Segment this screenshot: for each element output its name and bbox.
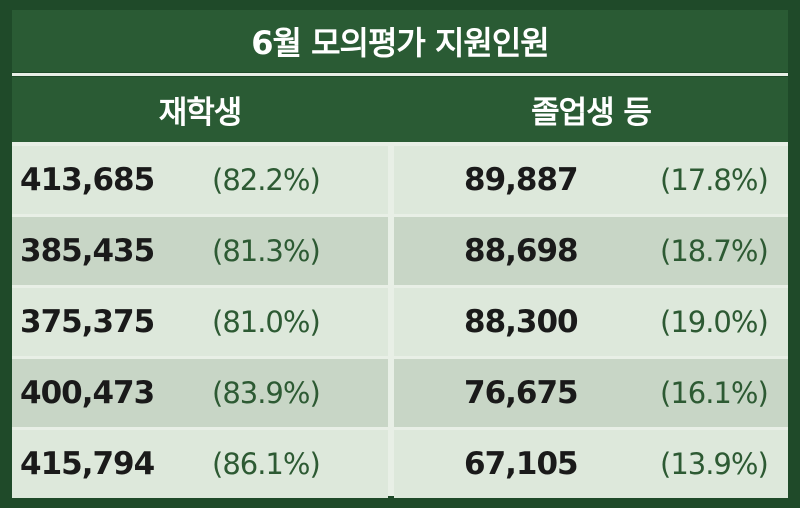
- column-divider: [388, 146, 394, 496]
- table-row: 415,794 (86.1%) 67,105 (13.9%): [0, 430, 800, 498]
- graduates-cell: [394, 146, 788, 214]
- graduates-cell: [394, 217, 788, 285]
- students-cell: [12, 430, 388, 498]
- students-count: 400,473: [20, 375, 155, 411]
- graduates-percent: (19.0%): [660, 305, 769, 339]
- graduates-percent: (13.9%): [660, 447, 769, 481]
- graduates-cell: [394, 288, 788, 356]
- students-percent: (86.1%): [212, 447, 321, 481]
- students-cell: [12, 146, 388, 214]
- students-count: 375,375: [20, 304, 155, 340]
- graduates-percent: (17.8%): [660, 163, 769, 197]
- students-percent: (81.0%): [212, 305, 321, 339]
- table-row: 413,685 (82.2%) 89,887 (17.8%): [0, 146, 800, 214]
- students-cell: [12, 359, 388, 427]
- students-cell: [12, 288, 388, 356]
- header-rule: [12, 142, 788, 146]
- graduates-count: 88,300: [464, 304, 579, 340]
- graduates-count: 67,105: [464, 446, 579, 482]
- graduates-percent: (16.1%): [660, 376, 769, 410]
- title-rule: [12, 73, 788, 76]
- table-row: 400,473 (83.9%) 76,675 (16.1%): [0, 359, 800, 427]
- students-percent: (81.3%): [212, 234, 321, 268]
- graduates-percent: (18.7%): [660, 234, 769, 268]
- graduates-count: 89,887: [464, 162, 579, 198]
- header-divider: [388, 77, 394, 142]
- students-count: 415,794: [20, 446, 155, 482]
- students-count: 413,685: [20, 162, 155, 198]
- students-count: 385,435: [20, 233, 155, 269]
- graduates-count: 88,698: [464, 233, 579, 269]
- graduates-cell: [394, 430, 788, 498]
- students-cell: [12, 217, 388, 285]
- column-header-students: 재학생: [12, 77, 388, 142]
- graduates-count: 76,675: [464, 375, 579, 411]
- students-percent: (82.2%): [212, 163, 321, 197]
- graduates-cell: [394, 359, 788, 427]
- table-title: 6월 모의평가 지원인원: [12, 10, 788, 72]
- students-percent: (83.9%): [212, 376, 321, 410]
- column-header-graduates: 졸업생 등: [394, 77, 788, 142]
- table-row: 385,435 (81.3%) 88,698 (18.7%): [0, 217, 800, 285]
- table-row: 375,375 (81.0%) 88,300 (19.0%): [0, 288, 800, 356]
